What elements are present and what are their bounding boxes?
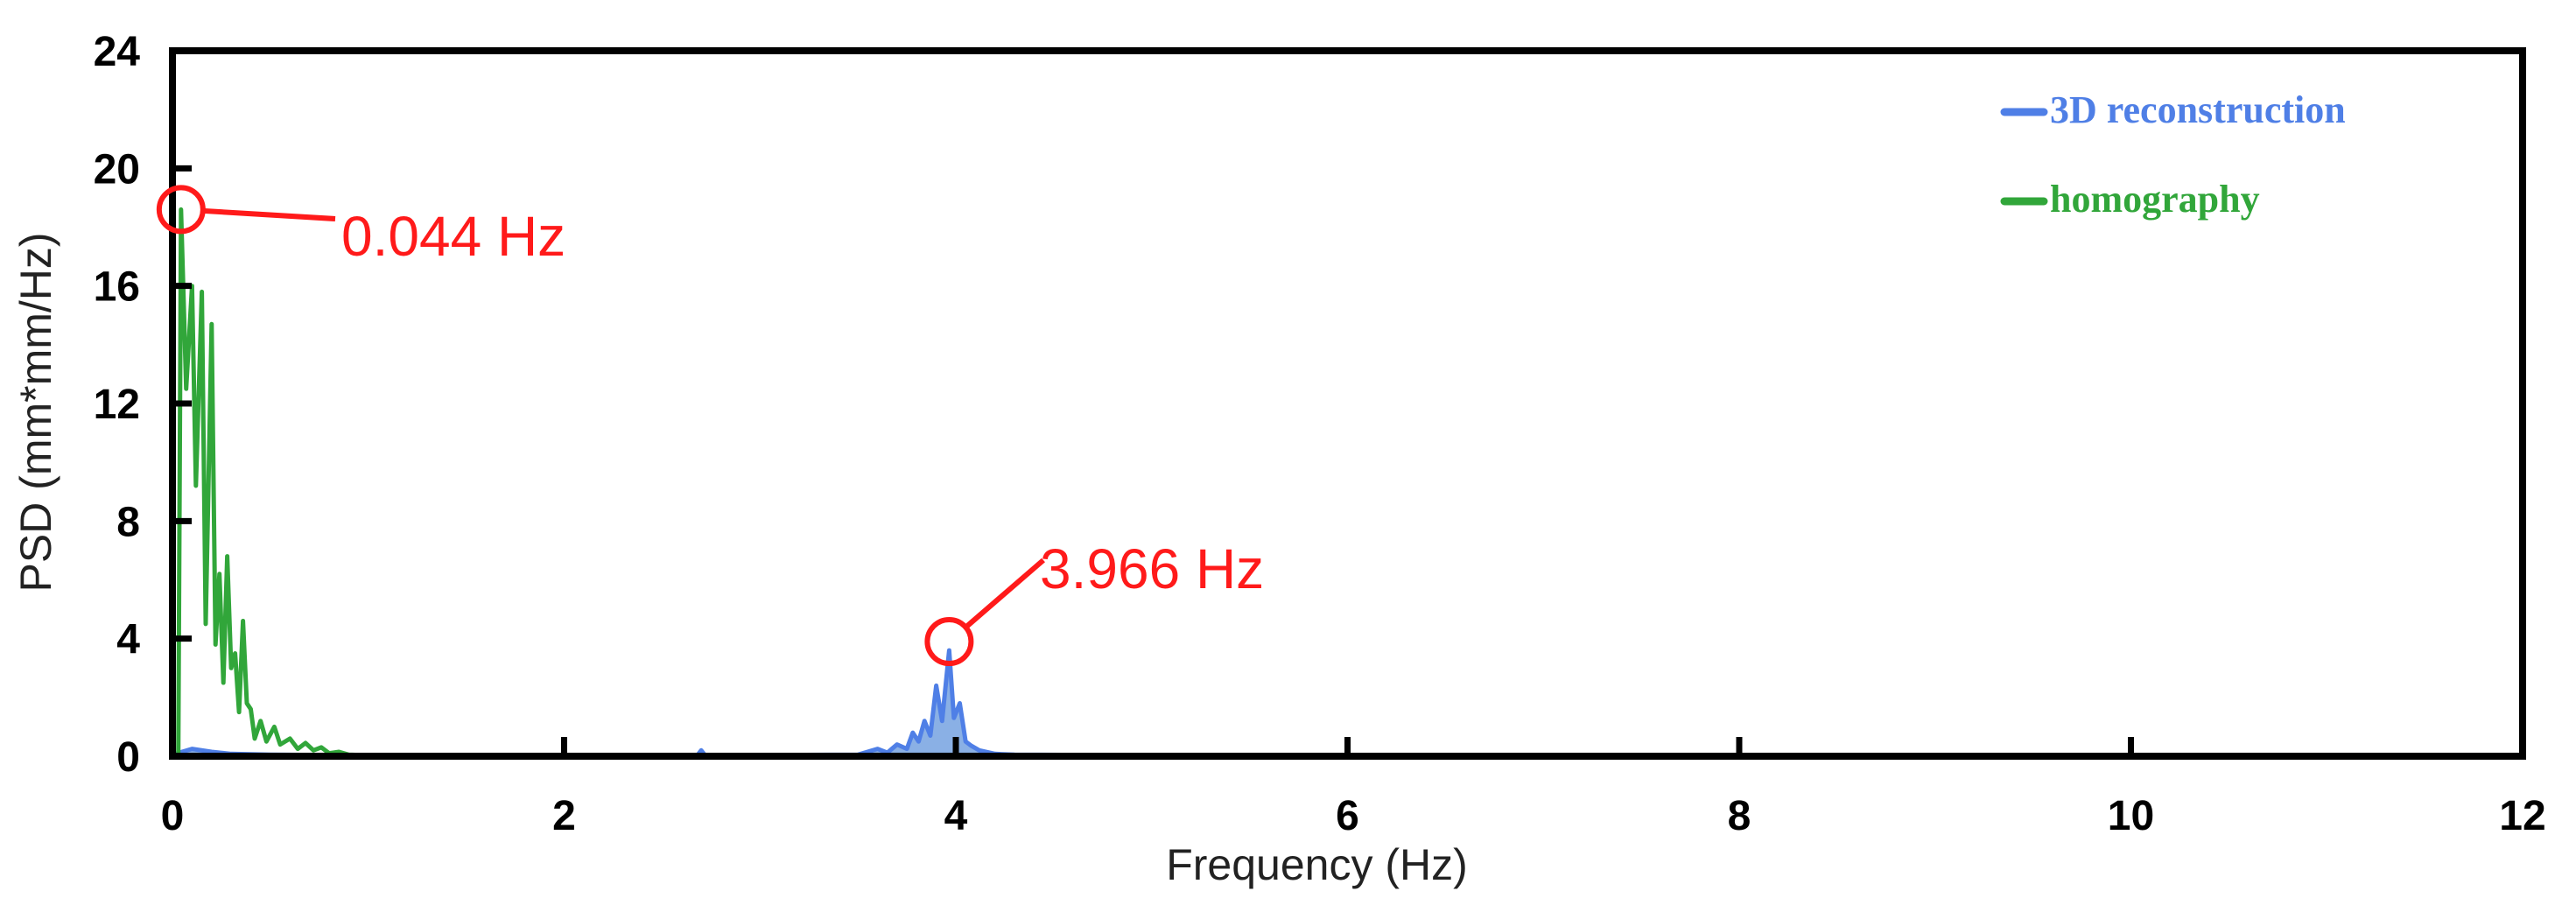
annotation-layer: 0.044 Hz 3.966 Hz xyxy=(156,185,1264,667)
x-tick-label-10: 10 xyxy=(2108,793,2154,839)
y-axis-title: PSD (mm*mm/Hz) xyxy=(11,232,60,592)
annotation-label-peak-homography: 0.044 Hz xyxy=(341,205,565,268)
y-tick-label-8: 8 xyxy=(116,499,140,545)
y-tick-label-0: 0 xyxy=(116,734,140,781)
annotation-leader-peak-3d-reconstruction xyxy=(964,558,1045,629)
x-tick-label-0: 0 xyxy=(161,793,185,839)
series-line-homography xyxy=(172,207,2523,759)
annotation-circle-peak-3d-reconstruction xyxy=(924,617,974,667)
y-tick-label-16: 16 xyxy=(94,264,140,311)
x-tick-label-8: 8 xyxy=(1728,793,1751,839)
legend: 3D reconstruction homography xyxy=(2000,88,2346,221)
legend-label-3d-reconstruction: 3D reconstruction xyxy=(2050,88,2346,131)
annotation-leader-peak-homography xyxy=(202,207,336,221)
series-layer xyxy=(172,207,2523,759)
legend-label-homography: homography xyxy=(2050,178,2260,221)
y-tick-label-12: 12 xyxy=(94,382,140,428)
x-tick-label-12: 12 xyxy=(2499,793,2545,839)
y-tick-label-24: 24 xyxy=(94,29,141,75)
y-tick-label-20: 20 xyxy=(94,146,140,193)
y-tick-label-4: 4 xyxy=(116,617,140,663)
x-axis-title: Frequency (Hz) xyxy=(1166,840,1468,889)
annotation-label-peak-3d-reconstruction: 3.966 Hz xyxy=(1040,537,1264,600)
x-tick-label-4: 4 xyxy=(944,793,968,839)
annotation-circle-peak-homography xyxy=(156,185,206,235)
x-tick-label-6: 6 xyxy=(1336,793,1359,839)
plot-frame xyxy=(169,47,2526,760)
x-tick-label-2: 2 xyxy=(552,793,576,839)
